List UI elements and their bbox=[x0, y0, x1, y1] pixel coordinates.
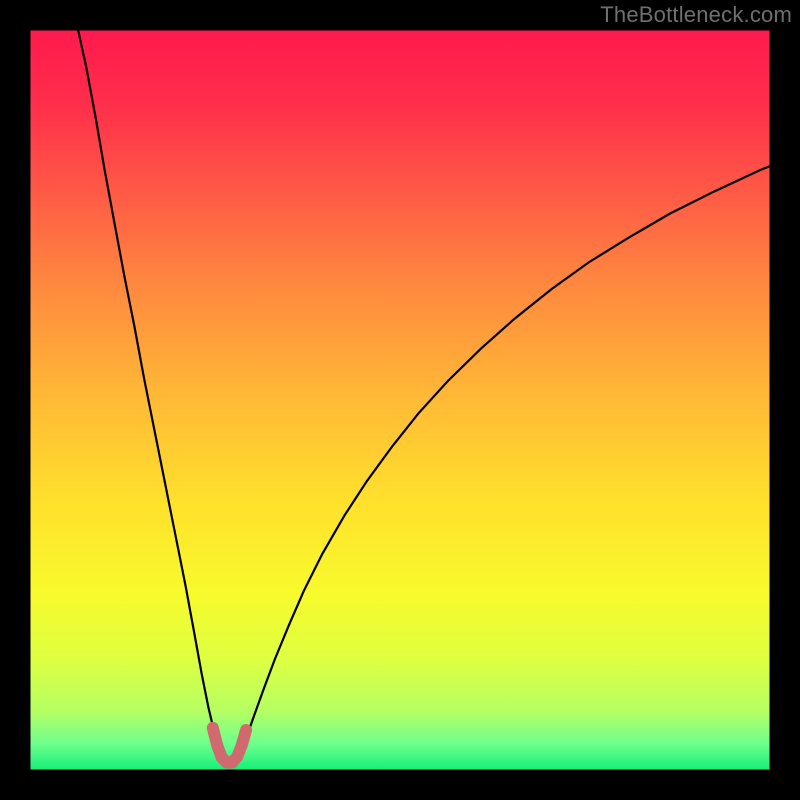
chart-canvas: TheBottleneck.com bbox=[0, 0, 800, 800]
chart-svg bbox=[0, 0, 800, 800]
